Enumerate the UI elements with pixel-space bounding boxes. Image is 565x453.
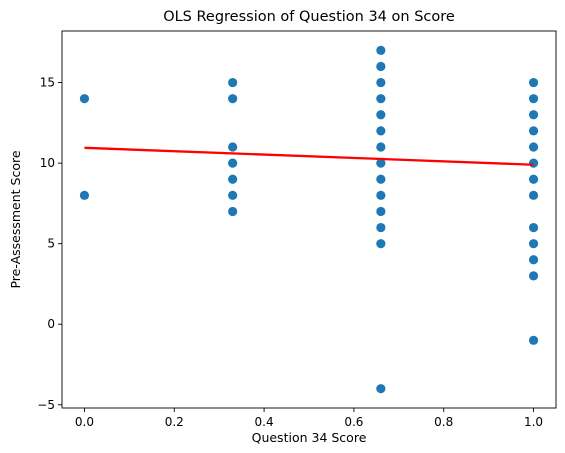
data-point (528, 77, 539, 88)
x-tick-label: 1.0 (524, 415, 543, 429)
data-point (376, 110, 386, 120)
y-axis-label: Pre-Assessment Score (8, 150, 23, 288)
data-point (376, 126, 386, 136)
data-point (376, 142, 386, 152)
data-point (376, 158, 386, 168)
data-point (79, 190, 90, 200)
data-point (376, 206, 386, 217)
data-point (228, 190, 238, 200)
y-tick-label: 10 (40, 156, 55, 170)
regression-line (84, 146, 534, 166)
data-point (528, 190, 539, 200)
data-point (376, 239, 386, 249)
axes-frame (61, 30, 557, 409)
data-point (376, 45, 386, 55)
x-tick-label: 0.4 (255, 415, 274, 429)
data-point (228, 77, 238, 88)
x-tick-label: 0.8 (434, 415, 453, 429)
data-point (228, 206, 238, 217)
plot-area: 0.0 0.2 0.4 0.6 0.8 1.0 −5 0 5 10 15 (37, 30, 557, 429)
data-point (228, 142, 238, 152)
y-tick-label: 15 (40, 76, 55, 90)
data-point (376, 190, 386, 200)
data-point (528, 94, 539, 104)
data-point (376, 77, 386, 88)
data-point (528, 158, 539, 168)
data-point (376, 94, 386, 104)
y-tick-label: −5 (37, 398, 55, 412)
x-tick-label: 0.6 (344, 415, 363, 429)
data-point (528, 271, 539, 281)
data-point (528, 255, 539, 265)
data-point (79, 94, 90, 104)
chart-title: OLS Regression of Question 34 on Score (163, 9, 455, 25)
data-point (528, 110, 539, 120)
data-point (228, 174, 238, 184)
data-point (528, 222, 539, 233)
data-point (528, 142, 539, 152)
data-point (228, 94, 238, 104)
x-tick-label: 0.2 (165, 415, 184, 429)
data-point (528, 335, 539, 345)
x-axis-label: Question 34 Score (252, 430, 367, 445)
data-point (528, 239, 539, 249)
data-point (376, 174, 386, 184)
y-tick-label: 0 (47, 317, 55, 331)
data-point (228, 158, 238, 168)
data-point (376, 61, 386, 72)
data-point (528, 174, 539, 184)
y-tick-label: 5 (47, 237, 55, 251)
data-point (528, 126, 539, 136)
data-point (376, 384, 386, 394)
x-tick-label: 0.0 (75, 415, 94, 429)
data-point (376, 222, 386, 233)
